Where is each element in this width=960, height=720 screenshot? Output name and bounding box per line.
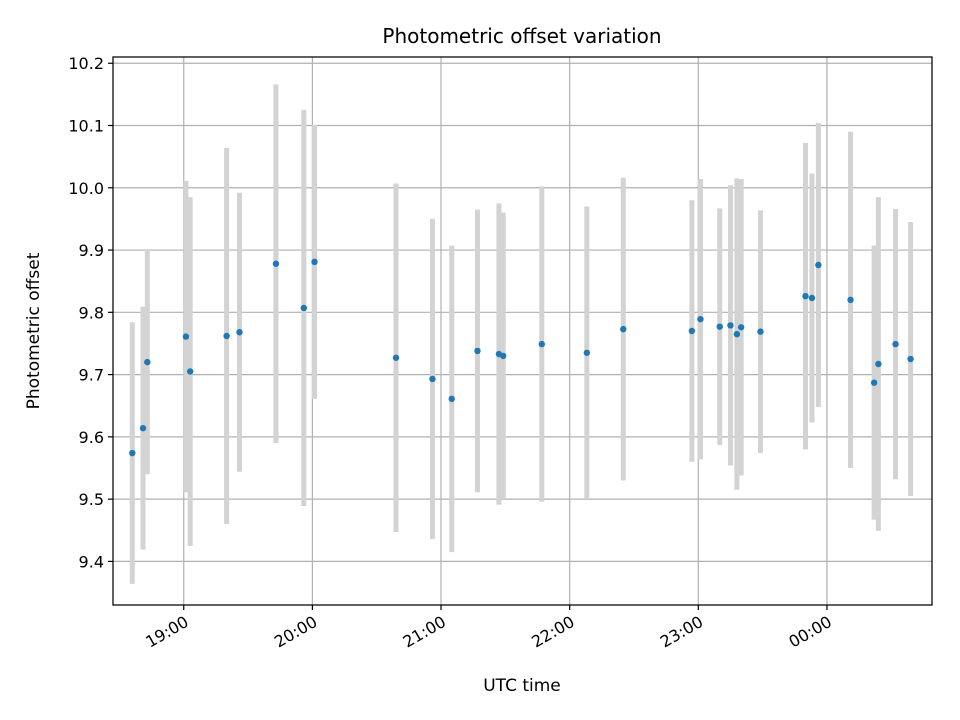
data-point [129,449,136,457]
data-point [870,379,878,386]
data-point [875,360,882,368]
data-point [186,368,194,375]
data-point [802,292,809,300]
data-point [808,294,816,302]
data-point [272,260,280,267]
x-axis-title: UTC time [483,676,561,696]
data-point [474,347,481,355]
data-point [583,349,591,356]
y-tick-label: 9.6 [79,428,104,447]
y-tick-label: 10.1 [68,117,104,136]
data-point [815,261,822,269]
y-tick-label: 9.5 [79,490,104,509]
x-tick-label: 23:00 [657,612,706,652]
data-point [757,328,764,335]
x-tick-label: 00:00 [786,612,835,652]
data-point [236,329,243,336]
data-point [688,327,696,335]
y-tick-label: 9.7 [79,366,104,385]
data-point [500,352,507,360]
data-point [727,322,734,329]
y-tick-label: 10.2 [68,54,104,73]
data-point [392,354,400,361]
data-point [737,324,745,331]
data-point [716,323,723,330]
data-point [311,258,318,266]
x-tick-label: 21:00 [400,612,449,652]
y-tick-label: 9.4 [79,552,104,571]
data-point [429,375,436,383]
data-point [733,330,741,338]
y-axis-ticks: 9.4 9.5 9.6 9.7 9.8 9.9 10.0 10.1 10.2 [68,54,113,571]
data-point [620,325,627,333]
data-point [907,355,914,363]
y-tick-label: 9.9 [79,241,104,260]
y-axis-title: Photometric offset [24,252,44,409]
error-bars [129,84,914,584]
y-tick-label: 10.0 [68,179,104,198]
x-tick-label: 19:00 [142,612,191,652]
data-point [448,395,455,403]
x-axis-ticks: 19:00 20:00 21:00 22:00 23:00 00:00 [142,605,835,652]
grid-lines [113,57,932,605]
data-point [892,340,899,348]
data-point [223,332,230,340]
y-tick-label: 9.8 [79,303,104,322]
data-point [847,296,854,304]
x-tick-label: 22:00 [528,612,577,652]
data-point [144,358,151,366]
chart-title: Photometric offset variation [382,24,661,48]
data-point [139,424,147,432]
plot-frame [112,56,933,606]
data-point [697,315,704,323]
data-points [129,258,914,457]
x-tick-label: 20:00 [271,612,320,652]
data-point [538,340,545,348]
data-point [300,304,308,312]
data-point [182,333,190,340]
